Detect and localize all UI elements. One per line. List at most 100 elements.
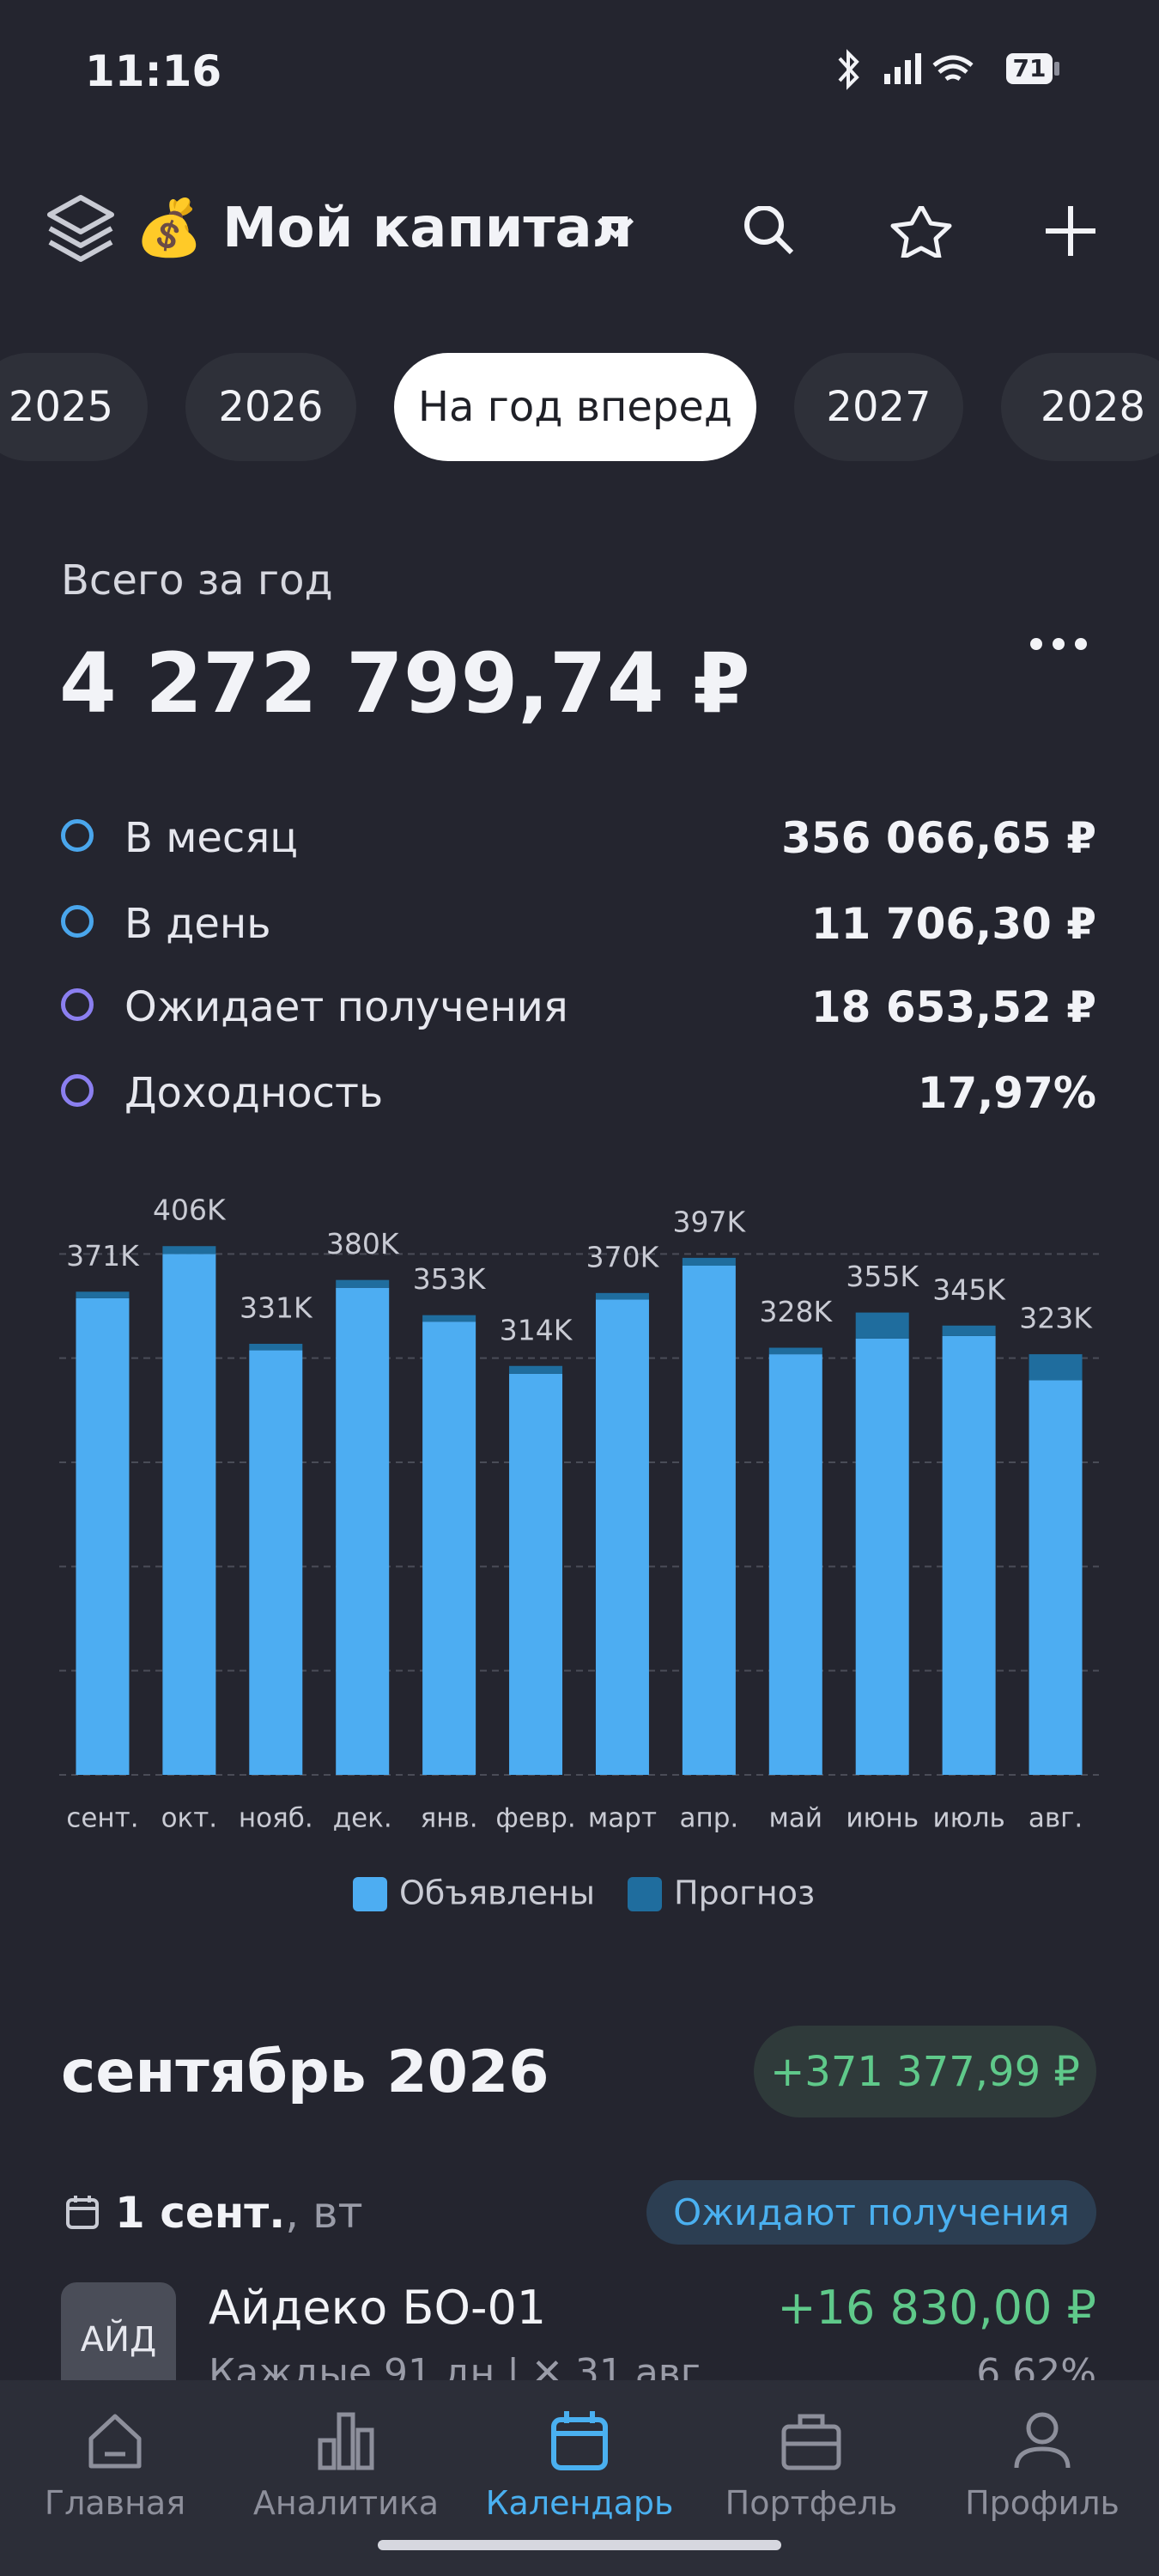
chart: 371K сент. 406K окт. 331K нояб. 380K дек. 353K ян…: [59, 1194, 1099, 1912]
x-tick-label: окт.: [161, 1803, 218, 1834]
legend-ring: [61, 988, 94, 1021]
bar-segment: [336, 1279, 390, 1288]
day-date: 1 сент.: [115, 2188, 286, 2238]
section-total: +371 377,99 ₽: [754, 2026, 1096, 2117]
bar-total-label: 353K: [413, 1262, 487, 1296]
nav-icons: [88, 2411, 1071, 2470]
year-tab[interactable]: 2028: [1001, 353, 1159, 461]
year-tab[interactable]: 2025: [0, 353, 148, 461]
bar-segment: [595, 1299, 649, 1775]
bar-segment: [682, 1265, 736, 1775]
summary-row-value: 11 706,30 ₽: [810, 899, 1096, 949]
bar-segment: [1029, 1354, 1083, 1381]
nav-item[interactable]: Портфель: [725, 2484, 898, 2522]
nav-item[interactable]: Профиль: [965, 2484, 1120, 2522]
bar-segment: [336, 1287, 390, 1775]
bar-segment: [509, 1373, 563, 1775]
bar-total-label: 406K: [153, 1194, 227, 1227]
bar-total-label: 397K: [673, 1205, 747, 1238]
bar-segment: [1029, 1380, 1083, 1775]
summary-row-value: 18 653,52 ₽: [810, 982, 1096, 1032]
portfolio-title[interactable]: 💰 Мой капитал: [135, 197, 633, 260]
bar-segment: [422, 1315, 476, 1322]
legend-ring: [61, 905, 94, 938]
bar-segment: [162, 1254, 216, 1775]
x-tick-label: нояб.: [239, 1803, 313, 1834]
bar-segment: [942, 1335, 996, 1775]
x-tick-label: авг.: [1029, 1803, 1083, 1834]
legend-item: Прогноз: [628, 1874, 815, 1912]
bar-segment: [855, 1312, 909, 1339]
x-tick-label: июль: [932, 1803, 1004, 1834]
x-tick-label: июнь: [846, 1803, 919, 1834]
status-icons: 71: [838, 49, 1059, 90]
bar-total-label: 371K: [66, 1239, 140, 1273]
bar-total-label: 380K: [326, 1227, 400, 1261]
legend-swatch: [353, 1877, 387, 1911]
summary-row-label: Ожидает получения: [124, 983, 568, 1031]
search-button[interactable]: [744, 206, 794, 255]
status-time: 11:16: [85, 46, 222, 96]
nav-item[interactable]: Аналитика: [252, 2484, 440, 2522]
more-button[interactable]: [1026, 634, 1095, 654]
bar-segment: [942, 1325, 996, 1336]
legend-ring: [61, 1074, 94, 1107]
summary-row-label: Доходность: [124, 1069, 384, 1117]
bar-segment: [249, 1350, 303, 1775]
year-tab[interactable]: 2026: [185, 353, 356, 461]
section-title: сентябрь 2026: [61, 2038, 549, 2106]
bar-total-label: 345K: [932, 1273, 1006, 1306]
summary-row-value: 17,97%: [917, 1068, 1096, 1118]
summary-row-label: В месяц: [124, 814, 298, 862]
header-actions: [597, 206, 1095, 258]
layers-icon[interactable]: [45, 191, 117, 263]
x-tick-label: март: [588, 1803, 657, 1834]
bar-segment: [595, 1292, 649, 1300]
day-weekday: , вт: [285, 2188, 363, 2238]
x-tick-label: апр.: [679, 1803, 738, 1834]
bar-total-label: 370K: [586, 1240, 660, 1273]
legend-ring: [61, 819, 94, 852]
legend-label: Объявлены: [399, 1874, 595, 1912]
nav-item[interactable]: Главная: [44, 2484, 186, 2522]
bar-segment: [162, 1246, 216, 1255]
summary-row-value: 356 066,65 ₽: [781, 813, 1096, 863]
bar-segment: [76, 1297, 130, 1775]
legend-item: Объявлены: [353, 1874, 595, 1912]
bar-total-label: 323K: [1019, 1302, 1093, 1335]
x-tick-label: февр.: [495, 1803, 575, 1834]
favorite-button[interactable]: [890, 206, 952, 258]
bar-total-label: 331K: [240, 1291, 313, 1324]
bar-segment: [768, 1347, 822, 1355]
bar-segment: [76, 1291, 130, 1298]
x-tick-label: сент.: [66, 1803, 138, 1834]
bar-total-label: 328K: [759, 1295, 833, 1328]
nav-item-active[interactable]: Календарь: [485, 2484, 674, 2522]
x-tick-label: май: [769, 1803, 823, 1834]
status-badge: Ожидают получения: [646, 2180, 1096, 2245]
item-icon: АЙД: [61, 2282, 176, 2397]
item-name[interactable]: Айдеко БО-01: [209, 2281, 547, 2335]
legend-swatch: [628, 1877, 662, 1911]
bar-segment: [509, 1365, 563, 1374]
bar-total-label: 355K: [846, 1260, 919, 1293]
dropdown-chevron[interactable]: [597, 217, 634, 240]
calendar-icon: [66, 2196, 99, 2229]
bar-segment: [249, 1343, 303, 1351]
item-amount: +16 830,00 ₽: [777, 2281, 1096, 2335]
bar-segment: [855, 1338, 909, 1775]
bar-total-label: 314K: [500, 1313, 573, 1346]
bar-segment: [682, 1257, 736, 1266]
bar-segment: [768, 1354, 822, 1775]
legend-label: Прогноз: [674, 1874, 815, 1912]
x-tick-label: дек.: [333, 1803, 392, 1834]
add-button[interactable]: [1046, 206, 1095, 256]
summary-label: Всего за год: [61, 556, 333, 605]
battery-level: 71: [1013, 54, 1047, 82]
year-tab[interactable]: 2027: [794, 353, 963, 461]
bar-segment: [422, 1321, 476, 1775]
summary-row-label: В день: [124, 900, 271, 948]
year-tab-active[interactable]: На год вперед: [394, 353, 756, 461]
home-indicator: [378, 2540, 781, 2550]
